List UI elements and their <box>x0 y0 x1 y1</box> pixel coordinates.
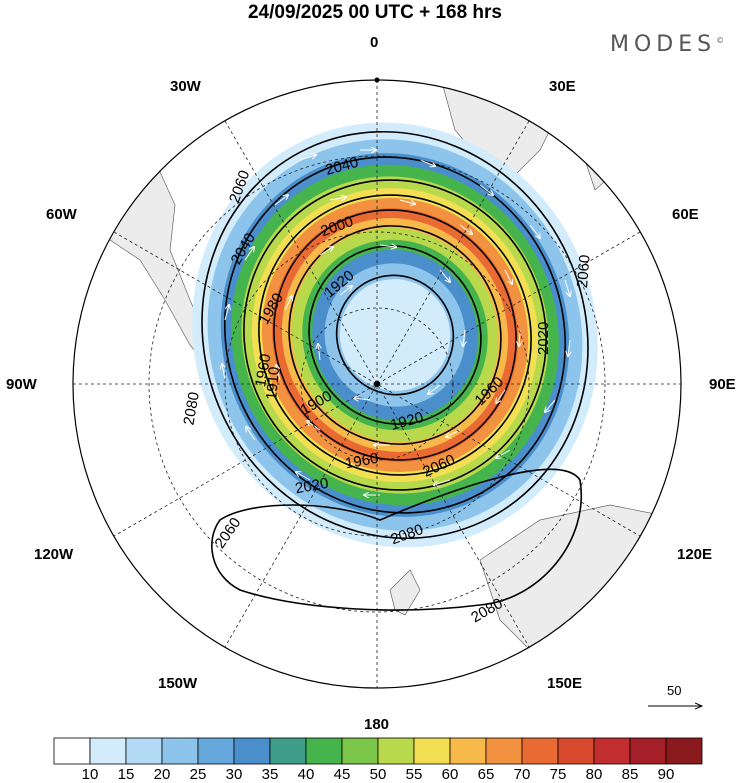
graticule <box>73 80 681 688</box>
colorbar-label: 45 <box>333 766 351 783</box>
colorbar-swatch <box>89 737 127 765</box>
colorbar-label: 30 <box>225 766 243 783</box>
contour-label: 1960 <box>344 450 380 473</box>
colorbar-swatch <box>53 737 91 765</box>
colorbar-swatch <box>341 737 379 765</box>
colorbar-label: 55 <box>405 766 423 783</box>
colorbar-swatch <box>449 737 487 765</box>
colorbar-swatch <box>269 737 307 765</box>
lon-label-120w: 120W <box>34 546 74 563</box>
colorbar <box>53 737 703 765</box>
colorbar-swatch <box>161 737 199 765</box>
colorbar-label: 50 <box>369 766 387 783</box>
colorbar-label: 80 <box>585 766 603 783</box>
colorbar-swatch <box>629 737 667 765</box>
colorbar-swatch <box>665 737 703 765</box>
contour-label: 2080 <box>180 391 203 427</box>
colorbar-swatch <box>125 737 163 765</box>
colorbar-label: 75 <box>549 766 567 783</box>
wind-vectors <box>222 150 570 495</box>
colorbar-swatch <box>377 737 415 765</box>
land-new-zealand <box>389 569 421 616</box>
colorbar-label: 90 <box>657 766 675 783</box>
colorbar-label: 35 <box>261 766 279 783</box>
lon-label-150e: 150E <box>547 675 583 692</box>
colorbar-label: 20 <box>153 766 171 783</box>
contour-label: 2020 <box>535 322 552 355</box>
lon-label-90e: 90E <box>709 376 736 393</box>
lon-label-30w: 30W <box>170 78 201 95</box>
colorbar-label: 25 <box>189 766 207 783</box>
colorbar-swatch <box>197 737 235 765</box>
colorbar-label: 40 <box>297 766 315 783</box>
contour-label: 2060 <box>574 254 594 289</box>
colorbar-label: 85 <box>621 766 639 783</box>
contour-2060-outer <box>211 468 583 611</box>
lon-label-90w: 90W <box>6 376 37 393</box>
colorbar-swatch <box>305 737 343 765</box>
colorbar-swatch <box>485 737 523 765</box>
contour-label: 1960 <box>252 353 275 389</box>
lon-label-120e: 120E <box>677 546 713 563</box>
colorbar-swatch <box>521 737 559 765</box>
colorbar-swatch <box>233 737 271 765</box>
lon-label-60e: 60E <box>672 206 699 223</box>
colorbar-swatch <box>413 737 451 765</box>
pole-marker <box>374 381 380 387</box>
top-pole-marker <box>374 77 380 83</box>
lon-label-150w: 150W <box>158 675 198 692</box>
colorbar-swatch <box>557 737 595 765</box>
colorbar-label: 60 <box>441 766 459 783</box>
colorbar-label: 15 <box>117 766 135 783</box>
lon-label-30e: 30E <box>549 78 576 95</box>
lon-label-0: 0 <box>370 34 379 51</box>
contour-label: 2020 <box>294 475 330 498</box>
chart-title: 24/09/2025 00 UTC + 168 hrs <box>247 2 503 23</box>
contour-label: 1910 <box>263 366 283 401</box>
vector-scale-label: 50 <box>667 683 682 698</box>
lon-label-60w: 60W <box>46 206 77 223</box>
colorbar-label: 70 <box>513 766 531 783</box>
lon-label-180: 180 <box>364 716 390 733</box>
colorbar-swatch <box>593 737 631 765</box>
brand-logo: MODES© <box>610 32 725 57</box>
colorbar-label: 10 <box>81 766 99 783</box>
colorbar-label: 65 <box>477 766 495 783</box>
